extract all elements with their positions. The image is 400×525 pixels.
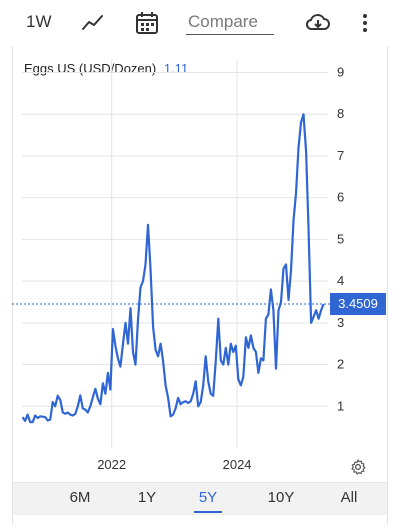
time-range-bar: 6M 1Y 5Y 10Y All bbox=[13, 482, 387, 515]
cloud-download-icon[interactable] bbox=[305, 10, 331, 36]
range-button-10y[interactable]: 10Y bbox=[267, 489, 295, 506]
y-tick-label: 7 bbox=[337, 148, 344, 163]
y-tick-label: 5 bbox=[337, 231, 344, 246]
range-button-1y[interactable]: 1Y bbox=[137, 489, 157, 506]
compare-input[interactable] bbox=[186, 10, 274, 35]
interval-selector[interactable]: 1W bbox=[26, 12, 52, 31]
y-axis-ticks: 1 2 3 4 5 6 7 8 9 bbox=[337, 65, 344, 414]
x-axis-ticks: 2022 2024 bbox=[97, 457, 251, 472]
calendar-icon[interactable] bbox=[134, 10, 160, 36]
last-value-tag: 3.4509 bbox=[330, 293, 386, 316]
gear-icon[interactable] bbox=[349, 458, 367, 476]
price-chart[interactable]: 1 2 3 4 5 6 7 8 9 2022 2024 bbox=[0, 0, 400, 482]
y-tick-label: 8 bbox=[337, 106, 344, 121]
y-tick-label: 9 bbox=[337, 65, 344, 80]
y-tick-label: 1 bbox=[337, 398, 344, 413]
y-tick-label: 3 bbox=[337, 315, 344, 330]
range-button-5y[interactable]: 5Y bbox=[188, 489, 228, 513]
line-chart-icon[interactable] bbox=[80, 10, 106, 36]
x-tick-label: 2022 bbox=[97, 457, 126, 472]
series-line bbox=[21, 113, 325, 424]
chart-frame bbox=[12, 0, 388, 525]
y-tick-label: 2 bbox=[337, 357, 344, 372]
y-tick-label: 6 bbox=[337, 190, 344, 205]
more-vertical-icon[interactable] bbox=[352, 10, 378, 36]
x-tick-label: 2024 bbox=[223, 457, 252, 472]
chart-toolbar: 1W bbox=[0, 0, 400, 46]
range-button-all[interactable]: All bbox=[340, 489, 358, 506]
range-button-6m[interactable]: 6M bbox=[69, 489, 91, 506]
chart-grid bbox=[22, 60, 328, 448]
y-tick-label: 4 bbox=[337, 273, 344, 288]
